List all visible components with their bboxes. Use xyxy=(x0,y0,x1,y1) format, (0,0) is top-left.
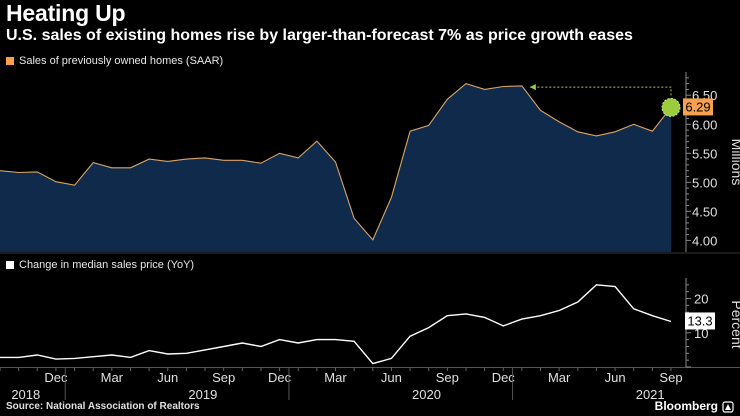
x-year-label: 2020 xyxy=(412,387,441,402)
x-month-label: Mar xyxy=(101,370,124,385)
sales-y-tick-label: 6.00 xyxy=(692,117,717,132)
x-month-label: Jun xyxy=(605,370,626,385)
sales-y-tick-label: 5.00 xyxy=(692,175,717,190)
sales-y-tick-label: 4.00 xyxy=(692,233,717,248)
x-month-label: Sep xyxy=(659,370,682,385)
sales-area-line xyxy=(0,82,672,241)
price-y-tick-label: 20 xyxy=(694,292,708,307)
sales-last-value-box xyxy=(683,98,713,116)
price-line xyxy=(0,284,672,365)
price-y-axis-title: Percent xyxy=(729,300,740,348)
latest-value-marker xyxy=(661,97,681,117)
legend-price-swatch xyxy=(6,261,14,269)
x-month-label: Mar xyxy=(324,370,347,385)
x-month-label: Sep xyxy=(436,370,459,385)
chart-title: Heating Up xyxy=(6,0,126,26)
x-month-label: Jun xyxy=(381,370,402,385)
x-year-label: 2021 xyxy=(636,387,665,402)
chart-subtitle: U.S. sales of existing homes rise by lar… xyxy=(6,27,633,44)
price-last-value-box xyxy=(685,312,715,330)
x-year-label: 2019 xyxy=(188,387,217,402)
sales-y-axis-title: Millions xyxy=(729,139,740,186)
legend-price-label: Change in median sales price (YoY) xyxy=(19,259,195,271)
x-year-label: 2018 xyxy=(11,387,40,402)
peak-annotation-arrow xyxy=(529,86,672,96)
peak-annotation-arrowhead xyxy=(529,84,536,91)
price-y-tick-label: 10 xyxy=(694,326,708,341)
x-month-label: Mar xyxy=(548,370,571,385)
legend-sales-label: Sales of previously owned homes (SAAR) xyxy=(19,55,224,67)
bloomberg-logo-icon xyxy=(722,401,734,413)
x-month-label: Jun xyxy=(157,370,178,385)
x-month-label: Dec xyxy=(268,370,292,385)
sales-y-tick-label: 5.50 xyxy=(692,146,717,161)
x-month-label: Dec xyxy=(44,370,68,385)
sales-area-fill xyxy=(0,83,671,252)
brand-label: Bloomberg xyxy=(654,399,718,413)
legend-sales: Sales of previously owned homes (SAAR) xyxy=(6,55,223,67)
legend-sales-swatch xyxy=(6,57,14,65)
sales-last-value-label: 6.29 xyxy=(685,99,710,114)
x-month-label: Dec xyxy=(492,370,516,385)
sales-y-tick-label: 4.50 xyxy=(692,204,717,219)
price-last-value-label: 13.3 xyxy=(687,313,712,328)
x-month-label: Sep xyxy=(212,370,235,385)
source-note: Source: National Association of Realtors xyxy=(6,401,200,412)
legend-price: Change in median sales price (YoY) xyxy=(6,259,194,271)
